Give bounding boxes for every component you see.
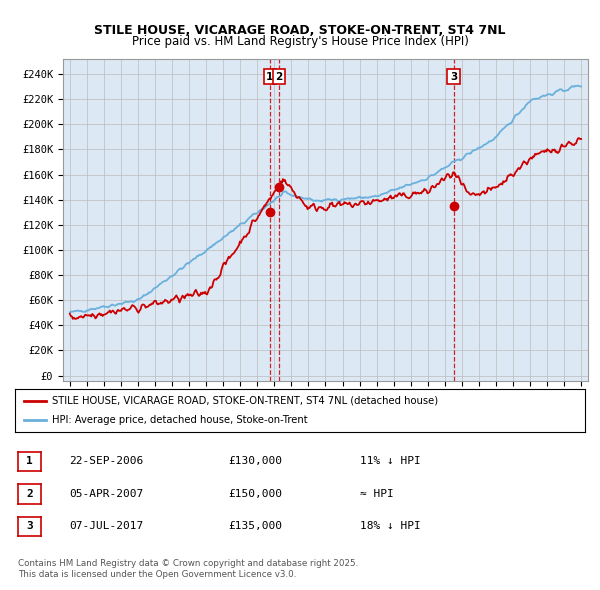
Text: HPI: Average price, detached house, Stoke-on-Trent: HPI: Average price, detached house, Stok…: [52, 415, 308, 425]
Text: Contains HM Land Registry data © Crown copyright and database right 2025.
This d: Contains HM Land Registry data © Crown c…: [18, 559, 358, 579]
Text: 2: 2: [26, 489, 33, 499]
Text: £150,000: £150,000: [228, 489, 282, 499]
Text: STILE HOUSE, VICARAGE ROAD, STOKE-ON-TRENT, ST4 7NL: STILE HOUSE, VICARAGE ROAD, STOKE-ON-TRE…: [94, 24, 506, 37]
Text: ≈ HPI: ≈ HPI: [360, 489, 394, 499]
Text: 05-APR-2007: 05-APR-2007: [69, 489, 143, 499]
Text: 22-SEP-2006: 22-SEP-2006: [69, 457, 143, 466]
Text: 18% ↓ HPI: 18% ↓ HPI: [360, 522, 421, 531]
Text: Price paid vs. HM Land Registry's House Price Index (HPI): Price paid vs. HM Land Registry's House …: [131, 35, 469, 48]
Text: 11% ↓ HPI: 11% ↓ HPI: [360, 457, 421, 466]
Text: 3: 3: [26, 522, 33, 531]
Text: £135,000: £135,000: [228, 522, 282, 531]
Text: 3: 3: [450, 71, 457, 81]
Text: 07-JUL-2017: 07-JUL-2017: [69, 522, 143, 531]
Text: £130,000: £130,000: [228, 457, 282, 466]
Text: 1: 1: [266, 71, 274, 81]
Text: 2: 2: [275, 71, 283, 81]
Text: 1: 1: [26, 457, 33, 466]
Text: STILE HOUSE, VICARAGE ROAD, STOKE-ON-TRENT, ST4 7NL (detached house): STILE HOUSE, VICARAGE ROAD, STOKE-ON-TRE…: [52, 396, 438, 406]
